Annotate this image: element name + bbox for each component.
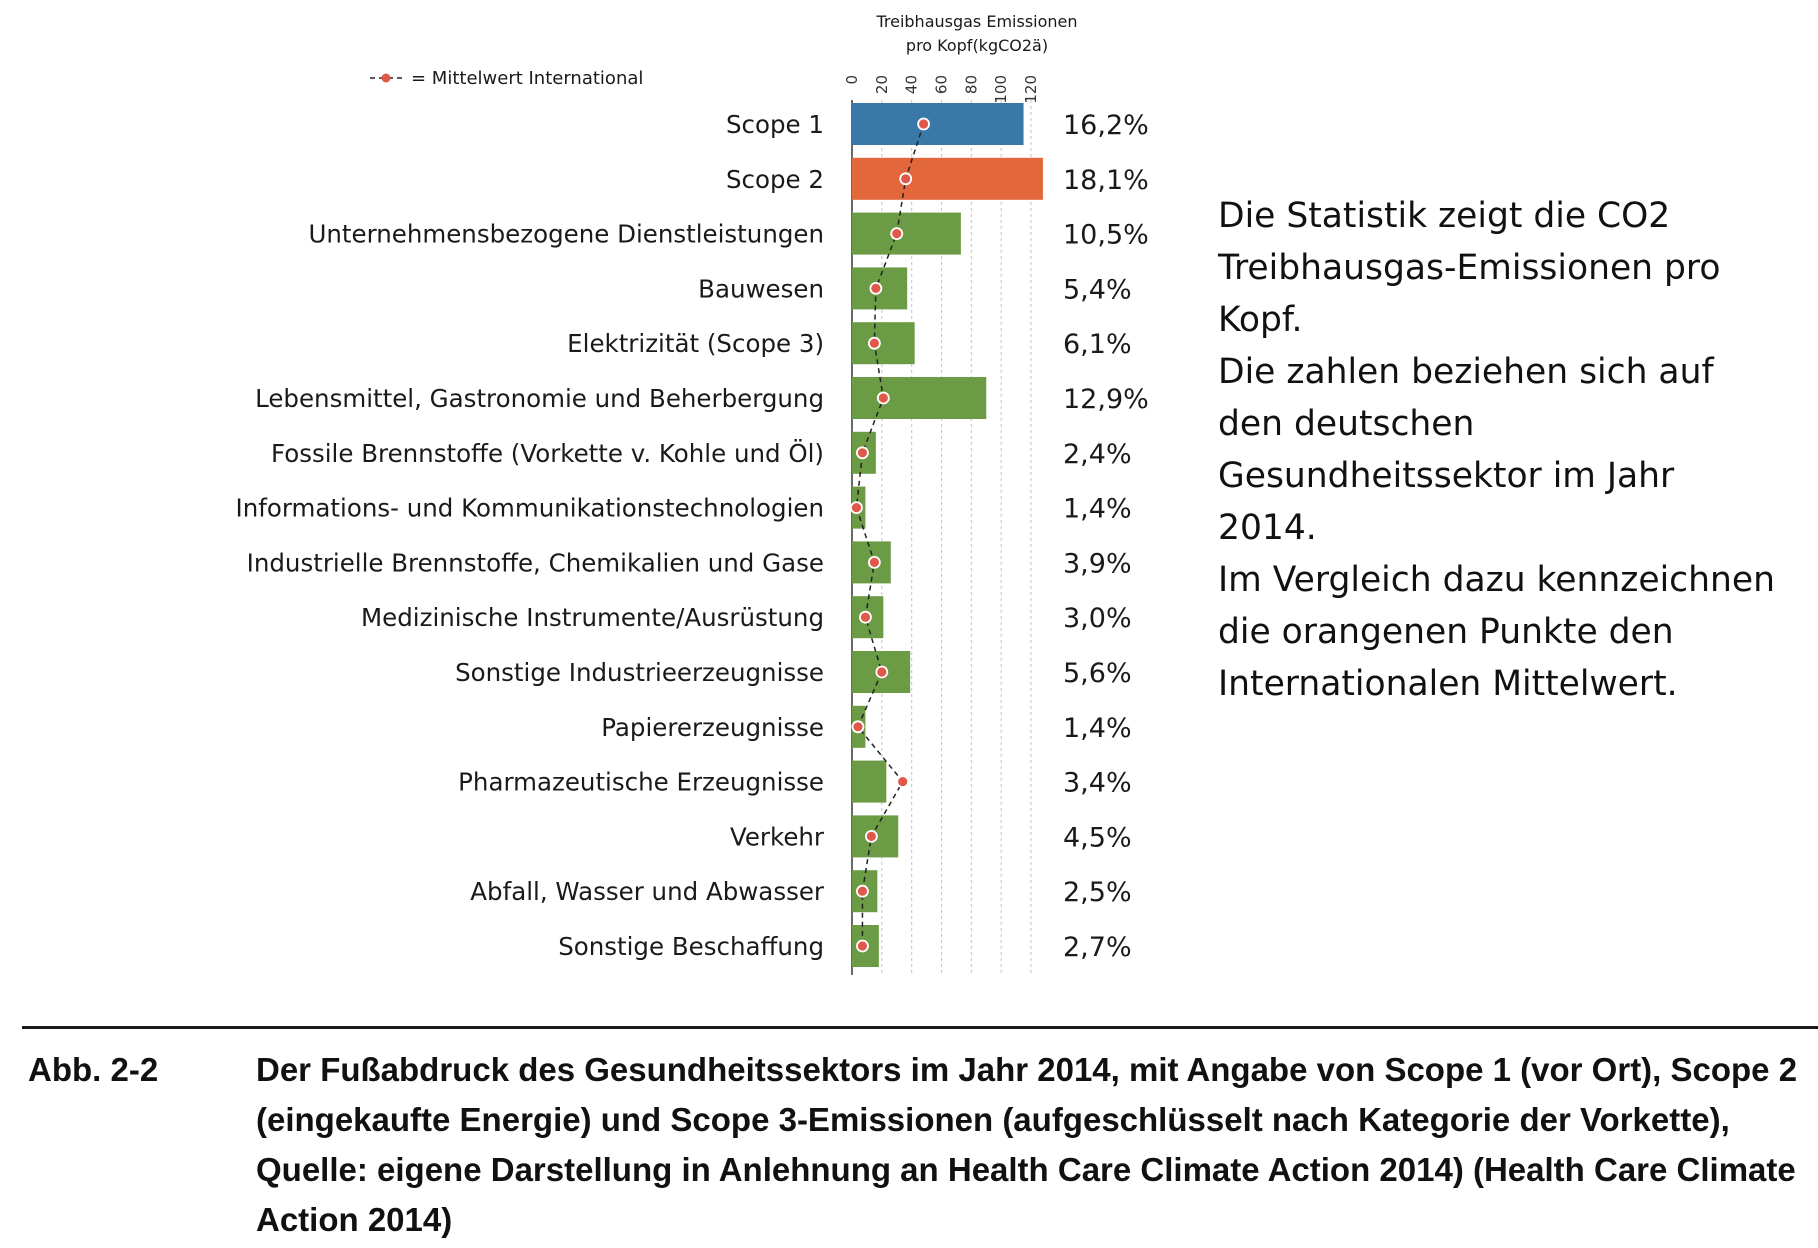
- legend: = Mittelwert International: [370, 68, 643, 89]
- bar: [852, 760, 887, 803]
- description-paragraph: Im Vergleich dazu kennzeichnen die orang…: [1218, 560, 1775, 704]
- category-label: Verkehr: [730, 822, 825, 851]
- legend-marker-icon: [381, 73, 391, 83]
- mean-point: [850, 501, 863, 515]
- description-text: Die Statistik zeigt die CO2 Treibhausgas…: [1218, 190, 1778, 710]
- category-label: Lebensmittel, Gastronomie und Beherbergu…: [255, 384, 824, 413]
- bar: [852, 157, 1043, 200]
- mean-point: [890, 227, 904, 241]
- mean-point: [899, 172, 913, 186]
- mean-point: [864, 830, 878, 843]
- tick-label: 40: [903, 75, 921, 94]
- tick-label: 60: [933, 75, 951, 94]
- category-label: Scope 2: [726, 165, 824, 194]
- tick-label: 20: [873, 75, 891, 94]
- tick-label: 80: [962, 75, 980, 94]
- percent-label: 2,4%: [1063, 439, 1132, 470]
- category-label: Scope 1: [726, 110, 824, 139]
- mean-point: [851, 720, 865, 734]
- mean-line: [855, 123, 925, 946]
- percent-label: 5,4%: [1063, 274, 1132, 305]
- category-label: Sonstige Industrieerzeugnisse: [455, 658, 824, 687]
- percent-label: 1,4%: [1063, 713, 1132, 744]
- category-labels: Scope 1 Scope 2 Unternehmensbezogene Diens…: [236, 110, 825, 961]
- bar: [852, 377, 987, 419]
- mean-point: [867, 336, 881, 350]
- percent-labels: 16,2% 18,1% 10,5% 5,4% 6,1% 12,9% 2,4% 1,4% 3,9%…: [1063, 110, 1149, 963]
- tick-label: 120: [1022, 75, 1040, 104]
- percent-label: 6,1%: [1063, 329, 1132, 360]
- percent-label: 2,7%: [1063, 932, 1132, 963]
- category-label: Industrielle Brennstoffe, Chemikalien un…: [247, 548, 824, 577]
- mean-point: [856, 446, 869, 460]
- category-label: Elektrizität (Scope 3): [567, 329, 824, 358]
- percent-label: 3,9%: [1063, 548, 1132, 579]
- bars: [852, 103, 1043, 967]
- mean-point: [875, 665, 889, 679]
- percent-label: 3,4%: [1063, 768, 1132, 799]
- tick-label: 0: [843, 75, 861, 85]
- tick-label: 100: [992, 75, 1010, 104]
- mean-point: [896, 775, 910, 788]
- percent-label: 4,5%: [1063, 822, 1132, 853]
- caption-divider: [22, 1026, 1818, 1029]
- percent-label: 2,5%: [1063, 877, 1132, 908]
- category-label: Abfall, Wasser und Abwasser: [470, 877, 825, 906]
- percent-label: 16,2%: [1063, 110, 1149, 141]
- description-paragraph: Die Statistik zeigt die CO2 Treibhausgas…: [1218, 196, 1721, 340]
- x-axis-ticks: 0 20 40 60 80 100 120: [843, 75, 1040, 104]
- percent-label: 3,0%: [1063, 603, 1132, 634]
- category-label: Sonstige Beschaffung: [558, 932, 824, 961]
- mean-point: [876, 391, 890, 405]
- mean-point: [917, 117, 930, 131]
- international-mean-series: [850, 117, 930, 953]
- bar: [852, 322, 915, 365]
- axis-title-line-1: Treibhausgas Emissionen: [875, 12, 1077, 31]
- percent-label: 12,9%: [1063, 384, 1149, 415]
- category-label: Pharmazeutische Erzeugnisse: [458, 768, 824, 797]
- figure-number: Abb. 2-2: [28, 1051, 159, 1088]
- percent-label: 5,6%: [1063, 658, 1132, 689]
- percent-label: 1,4%: [1063, 494, 1132, 525]
- category-label: Informations- und Kommunikationstechnolo…: [236, 494, 824, 523]
- axis-title-line-2: pro Kopf(kgCO2ä): [906, 36, 1048, 55]
- mean-point: [856, 884, 869, 898]
- category-label: Unternehmensbezogene Dienstleistungen: [308, 220, 824, 249]
- category-label: Medizinische Instrumente/Ausrüstung: [361, 603, 824, 632]
- emissions-bar-chart: 0 20 40 60 80 100 120 Scope 1 Scope 2 Unternehme…: [236, 12, 1149, 975]
- legend-label: = Mittelwert International: [411, 68, 643, 89]
- mean-point: [859, 610, 872, 624]
- description-paragraph: Die zahlen beziehen sich auf den deutsch…: [1218, 352, 1714, 548]
- category-label: Papiererzeugnisse: [601, 713, 824, 742]
- percent-label: 18,1%: [1063, 165, 1149, 196]
- mean-point: [867, 556, 881, 569]
- category-label: Bauwesen: [698, 274, 824, 303]
- figure-caption: Der Fußabdruck des Gesundheitssektors im…: [256, 1051, 1798, 1238]
- percent-label: 10,5%: [1063, 220, 1149, 251]
- category-label: Fossile Brennstoffe (Vorkette v. Kohle u…: [271, 439, 824, 468]
- bar: [852, 212, 961, 255]
- mean-point: [869, 281, 883, 295]
- bar: [852, 103, 1024, 145]
- mean-point: [856, 939, 869, 953]
